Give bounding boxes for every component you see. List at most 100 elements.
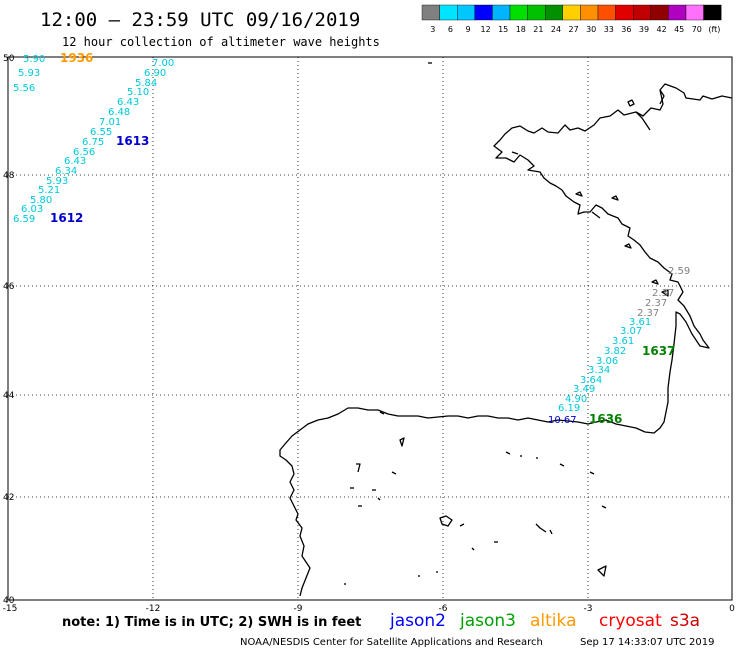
- swh-value: 2.59: [668, 266, 690, 277]
- legend-tick-label: 24: [551, 25, 561, 34]
- legend-swatch: [421, 4, 440, 21]
- lon-label: -12: [146, 604, 161, 614]
- swh-value: 3.06: [596, 356, 618, 367]
- reservoir: [589, 471, 595, 475]
- legend-swatch: [474, 4, 493, 21]
- legend-tick-label: 15: [498, 25, 508, 34]
- swh-value: 5.90: [23, 54, 45, 65]
- map-frame: [7, 56, 733, 601]
- legend-swatch: [597, 4, 616, 21]
- island: [661, 289, 669, 297]
- legend-swatch: [580, 4, 599, 21]
- reservoir: [399, 437, 405, 447]
- legend-swatch: [457, 4, 476, 21]
- reservoir: [559, 463, 565, 467]
- swh-value: 2.37: [645, 298, 667, 309]
- swh-value: 2.37: [652, 288, 674, 299]
- pass-label: 1636: [589, 412, 622, 426]
- swh-value: 5.21: [38, 185, 60, 196]
- legend-swatch: [439, 4, 458, 21]
- lon-label: 0: [729, 604, 735, 614]
- swh-value: 5.10: [127, 87, 149, 98]
- wave-height-color-legend: 3 6 9 12 15 18 21 24 27 30 33 36 39 42 45 70 (ft): [421, 4, 722, 34]
- swh-value: 6.43: [64, 156, 86, 167]
- lat-label: 40: [3, 596, 15, 606]
- swh-value: 6.34: [55, 166, 77, 177]
- swh-value: 3.64: [580, 375, 602, 386]
- swh-value: 10.67: [548, 415, 577, 426]
- satellite-cryosat: cryosat: [599, 611, 662, 631]
- coastline: [279, 62, 733, 597]
- legend-tick-label: 6: [448, 25, 453, 34]
- reservoir: [597, 565, 607, 577]
- reservoir: [356, 463, 361, 473]
- legend-tick-label: 42: [657, 25, 667, 34]
- reservoir: [379, 411, 385, 415]
- pass-label: 1936: [60, 51, 93, 65]
- lat-lon-grid: [8, 57, 732, 600]
- swh-value: 6.55: [90, 127, 112, 138]
- swh-value: 4.90: [565, 394, 587, 405]
- reservoir: [439, 515, 453, 527]
- swh-value: 3.07: [620, 326, 642, 337]
- swh-value: 3.34: [588, 365, 610, 376]
- lon-label: -9: [294, 604, 303, 614]
- legend-tick-label: 39: [639, 25, 649, 34]
- satellite-jason3: jason3: [459, 611, 516, 631]
- swh-value: 5.93: [46, 176, 68, 187]
- lat-label: 48: [3, 171, 15, 181]
- legend-tick-label: 12: [481, 25, 491, 34]
- swh-value: 5.84: [135, 78, 157, 89]
- satellite-legend: jason2 jason3 altika cryosat s3a: [389, 611, 700, 631]
- swh-labels: 5.905.935.567.006.905.845.106.436.487.01…: [13, 54, 690, 426]
- map-subtitle: 12 hour collection of altimeter wave hei…: [62, 35, 380, 49]
- swh-value: 6.59: [13, 214, 35, 225]
- legend-tick-label: 21: [533, 25, 543, 34]
- satellite-altika: altika: [530, 611, 577, 631]
- footer-timestamp: Sep 17 14:33:07 UTC 2019: [580, 637, 714, 648]
- legend-tick-label: 36: [621, 25, 631, 34]
- legend-tick-label: (ft): [708, 25, 720, 34]
- reservoir: [459, 523, 465, 527]
- legend-swatch: [650, 4, 669, 21]
- reservoir: [505, 451, 511, 455]
- lat-label: 50: [3, 54, 15, 64]
- swh-value: 3.82: [604, 346, 626, 357]
- coastline-brittany-north: [659, 89, 665, 105]
- island: [611, 195, 619, 201]
- coastline-france: [279, 83, 733, 597]
- swh-value: 6.48: [108, 107, 130, 118]
- island: [624, 243, 632, 249]
- legend-swatch: [545, 4, 564, 21]
- legend-swatch: [685, 4, 704, 21]
- legend-swatch: [703, 4, 722, 21]
- legend-tick-label: 33: [604, 25, 614, 34]
- satellite-s3a: s3a: [670, 611, 700, 631]
- legend-tick-label: 70: [692, 25, 702, 34]
- swh-value: 7.01: [99, 117, 121, 128]
- swh-value: 5.93: [18, 68, 40, 79]
- swh-value: 6.19: [558, 403, 580, 414]
- lat-label: 44: [3, 391, 15, 401]
- island: [575, 191, 583, 197]
- legend-swatch: [492, 4, 511, 21]
- reservoir: [549, 529, 553, 535]
- lat-label: 42: [3, 493, 14, 503]
- legend-swatch: [562, 4, 581, 21]
- longitude-labels: -15 -12 -9 -6 -3 0: [3, 604, 735, 614]
- reservoir: [535, 523, 547, 533]
- river: [591, 211, 601, 219]
- pass-label: 1612: [50, 211, 83, 225]
- legend-tick-label: 9: [465, 25, 470, 34]
- reservoir: [471, 547, 475, 551]
- swh-value: 3.61: [612, 336, 634, 347]
- river: [635, 111, 651, 131]
- swh-value: 5.80: [30, 195, 52, 206]
- legend-tick-label: 30: [586, 25, 596, 34]
- island: [511, 151, 519, 155]
- reservoir: [391, 471, 397, 475]
- lon-label: -6: [439, 604, 448, 614]
- map-title: 12:00 – 23:59 UTC 09/16/2019: [40, 9, 360, 31]
- footer-note: note: 1) Time is in UTC; 2) SWH is in fe…: [62, 615, 361, 630]
